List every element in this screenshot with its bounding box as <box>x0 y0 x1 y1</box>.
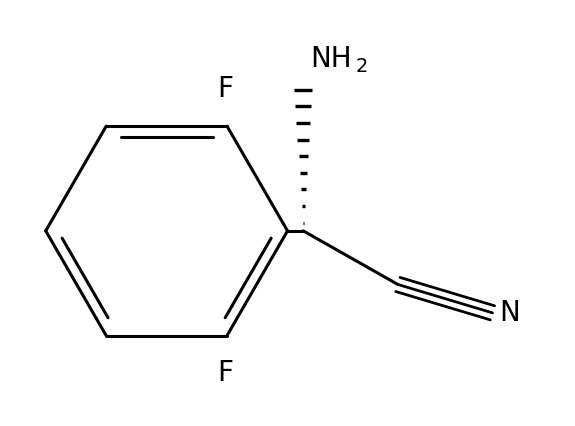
Text: F: F <box>217 359 233 387</box>
Text: N: N <box>499 299 520 327</box>
Text: 2: 2 <box>356 58 368 76</box>
Text: NH: NH <box>310 45 352 73</box>
Text: F: F <box>217 75 233 103</box>
